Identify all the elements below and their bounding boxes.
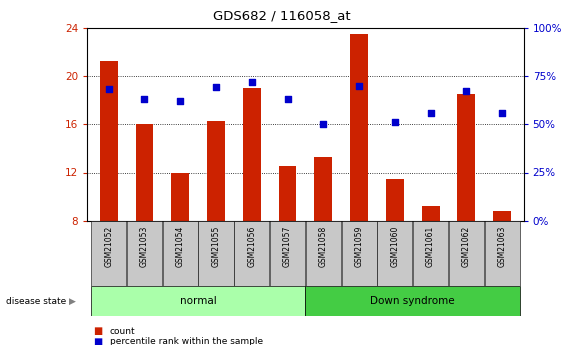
Bar <box>342 221 377 286</box>
Bar <box>305 286 520 316</box>
Text: GSM21056: GSM21056 <box>247 225 256 267</box>
Bar <box>199 221 234 286</box>
Text: disease state: disease state <box>6 296 66 306</box>
Text: GSM21052: GSM21052 <box>104 225 113 267</box>
Text: GSM21062: GSM21062 <box>462 225 471 267</box>
Bar <box>91 221 126 286</box>
Bar <box>457 94 475 221</box>
Bar <box>270 221 305 286</box>
Bar <box>386 179 404 221</box>
Bar <box>314 157 332 221</box>
Point <box>212 85 221 90</box>
Text: ■: ■ <box>93 337 102 345</box>
Text: count: count <box>110 327 136 336</box>
Bar <box>127 221 162 286</box>
Bar <box>171 172 189 221</box>
Bar <box>413 221 448 286</box>
Text: GSM21059: GSM21059 <box>355 225 364 267</box>
Text: Down syndrome: Down syndrome <box>370 296 455 306</box>
Bar <box>91 286 305 316</box>
Point <box>462 89 471 94</box>
Point <box>319 121 328 127</box>
Text: percentile rank within the sample: percentile rank within the sample <box>110 337 263 345</box>
Bar <box>100 61 118 221</box>
Text: GDS682 / 116058_at: GDS682 / 116058_at <box>213 9 350 22</box>
Text: GSM21060: GSM21060 <box>390 225 399 267</box>
Bar <box>485 221 520 286</box>
Point <box>283 96 292 102</box>
Bar <box>493 211 511 221</box>
Point <box>355 83 364 88</box>
Bar <box>243 88 261 221</box>
Point <box>498 110 507 115</box>
Point <box>247 79 256 85</box>
Text: GSM21057: GSM21057 <box>283 225 292 267</box>
Point <box>176 98 185 104</box>
Point <box>390 119 399 125</box>
Text: GSM21061: GSM21061 <box>426 225 435 267</box>
Bar <box>422 206 440 221</box>
Bar <box>234 221 269 286</box>
Bar <box>449 221 484 286</box>
Bar <box>350 33 368 221</box>
Text: GSM21053: GSM21053 <box>140 225 149 267</box>
Text: ▶: ▶ <box>69 296 76 306</box>
Text: ■: ■ <box>93 326 102 336</box>
Point <box>104 87 113 92</box>
Text: GSM21054: GSM21054 <box>176 225 185 267</box>
Bar <box>279 167 297 221</box>
Bar <box>306 221 341 286</box>
Bar <box>377 221 412 286</box>
Point <box>426 110 435 115</box>
Bar <box>136 124 154 221</box>
Bar <box>163 221 198 286</box>
Text: GSM21055: GSM21055 <box>212 225 221 267</box>
Text: normal: normal <box>180 296 217 306</box>
Point <box>140 96 149 102</box>
Text: GSM21058: GSM21058 <box>319 225 328 267</box>
Text: GSM21063: GSM21063 <box>498 225 507 267</box>
Bar <box>207 120 225 221</box>
